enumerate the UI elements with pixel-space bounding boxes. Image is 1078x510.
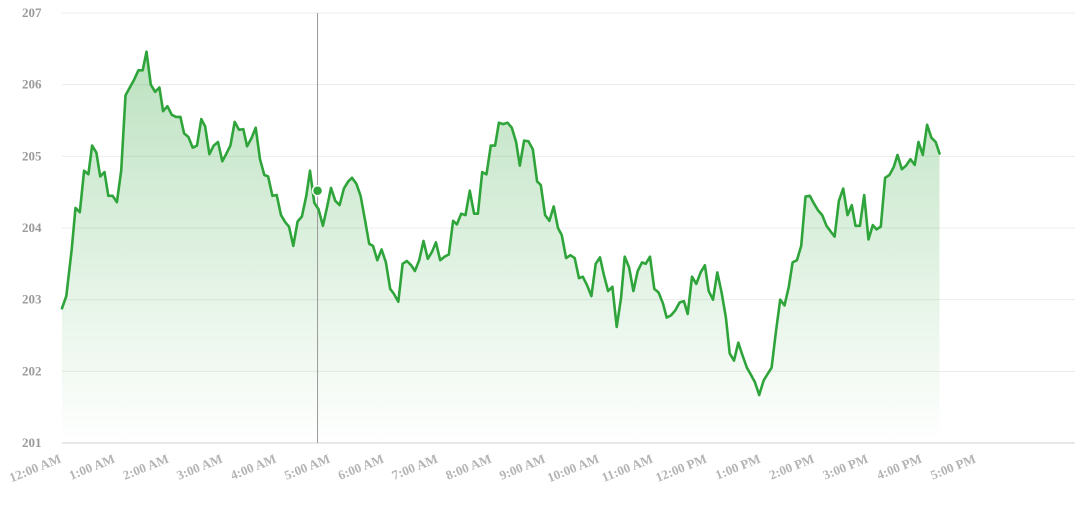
x-axis-labels: 12:00 AM 1:00 AM 2:00 AM 3:00 AM 4:00 AM 5:00… [7, 451, 978, 485]
x-tick-label: 1:00 PM [713, 451, 762, 483]
x-tick-label: 1:00 AM [67, 451, 117, 483]
y-tick-label: 202 [22, 363, 42, 378]
y-tick-label: 201 [22, 435, 42, 450]
x-tick-label: 7:00 AM [390, 451, 440, 483]
x-tick-label: 4:00 AM [228, 451, 278, 483]
y-axis-labels: 201 202 203 204 205 206 207 [22, 5, 42, 450]
x-tick-label: 11:00 AM [599, 451, 655, 485]
x-tick-label: 2:00 AM [121, 451, 171, 483]
y-tick-label: 207 [22, 5, 42, 20]
x-tick-label: 5:00 PM [928, 451, 977, 483]
x-tick-label: 2:00 PM [767, 451, 816, 483]
y-tick-label: 205 [22, 148, 42, 163]
x-tick-label: 12:00 PM [653, 451, 708, 485]
x-tick-label: 3:00 PM [821, 451, 870, 483]
x-tick-label: 8:00 AM [443, 451, 493, 483]
x-tick-label: 4:00 PM [874, 451, 923, 483]
x-tick-label: 12:00 AM [7, 451, 63, 485]
y-tick-label: 203 [22, 292, 42, 307]
y-tick-label: 206 [22, 77, 42, 92]
price-area [62, 51, 940, 443]
hover-point[interactable] [311, 184, 324, 197]
x-tick-label: 5:00 AM [282, 451, 332, 483]
y-tick-label: 204 [22, 220, 42, 235]
x-tick-label: 10:00 AM [545, 451, 601, 485]
x-tick-label: 3:00 AM [174, 451, 224, 483]
x-tick-label: 6:00 AM [336, 451, 386, 483]
price-line [60, 50, 941, 397]
x-tick-label: 9:00 AM [497, 451, 547, 483]
